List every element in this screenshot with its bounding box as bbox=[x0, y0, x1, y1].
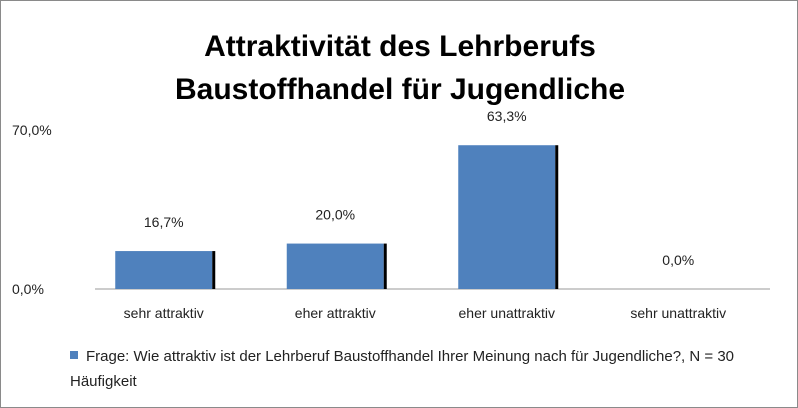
legend-swatch bbox=[70, 351, 78, 359]
y-tick-label: 0,0% bbox=[12, 281, 44, 297]
value-label: 16,7% bbox=[144, 214, 184, 230]
bar-shadow bbox=[383, 243, 387, 289]
value-label: 63,3% bbox=[487, 108, 527, 124]
value-label: 20,0% bbox=[315, 207, 355, 223]
x-tick-label: eher attraktiv bbox=[295, 305, 376, 321]
chart-title: Baustoffhandel für Jugendliche bbox=[175, 73, 625, 106]
bar-shadow bbox=[555, 145, 559, 289]
bar bbox=[115, 251, 213, 289]
bar-shadow bbox=[212, 251, 216, 289]
x-tick-label: sehr attraktiv bbox=[124, 305, 204, 321]
value-label: 0,0% bbox=[662, 252, 694, 268]
legend: Frage: Wie attraktiv ist der Lehrberuf B… bbox=[70, 344, 750, 394]
x-tick-label: eher unattraktiv bbox=[459, 305, 556, 321]
x-tick-label: sehr unattraktiv bbox=[630, 305, 726, 321]
legend-label: Frage: Wie attraktiv ist der Lehrberuf B… bbox=[70, 348, 743, 390]
bar bbox=[458, 145, 556, 289]
bar bbox=[286, 243, 384, 289]
chart-title: Attraktivität des Lehrberufs bbox=[204, 30, 596, 63]
y-tick-label: 70,0% bbox=[12, 122, 52, 138]
